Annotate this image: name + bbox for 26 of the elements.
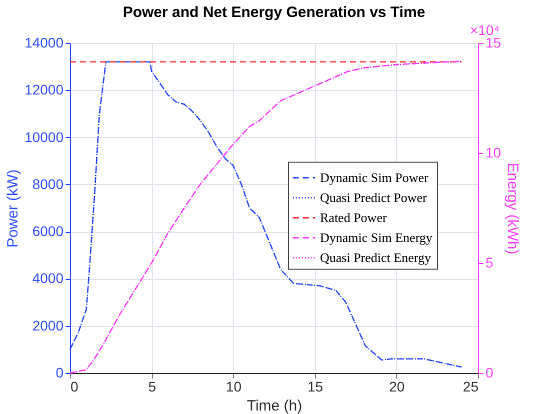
x-axis-title: Time (h) (246, 398, 302, 414)
y-tick-label: 6000 (32, 223, 64, 240)
y-tick-label: 12000 (24, 82, 64, 98)
y-tick-label: 10000 (24, 128, 64, 145)
legend-label: Quasi Predict Energy (320, 250, 432, 265)
y-tick-label: 14000 (24, 34, 64, 50)
y2-tick-label: 5 (486, 254, 494, 270)
legend-label: Quasi Predict Power (320, 190, 428, 205)
y-tick-label: 0 (56, 364, 64, 380)
x-tick-label: 10 (226, 378, 242, 394)
x-tick-label: 0 (70, 378, 78, 394)
y-tick-label: 8000 (32, 176, 64, 192)
x-tick-label: 25 (462, 378, 479, 394)
y-tick-label: 4000 (32, 270, 64, 286)
x-tick-label: 20 (389, 378, 405, 394)
x-tick-label: 5 (148, 378, 156, 394)
legend-label: Rated Power (320, 210, 388, 225)
y2-tick-label: 10 (486, 144, 502, 160)
y-axis-title: Power (kW) (4, 169, 22, 248)
y2-tick-label: 0 (486, 364, 494, 380)
legend-label: Dynamic Sim Energy (320, 230, 433, 245)
legend-label: Dynamic Sim Power (320, 170, 429, 185)
y-tick-label: 2000 (32, 317, 64, 334)
y2-axis-title: Energy (kWh) (504, 162, 522, 254)
x-tick-label: 15 (308, 378, 324, 394)
chart-title: Power and Net Energy Generation vs Time (122, 4, 426, 21)
